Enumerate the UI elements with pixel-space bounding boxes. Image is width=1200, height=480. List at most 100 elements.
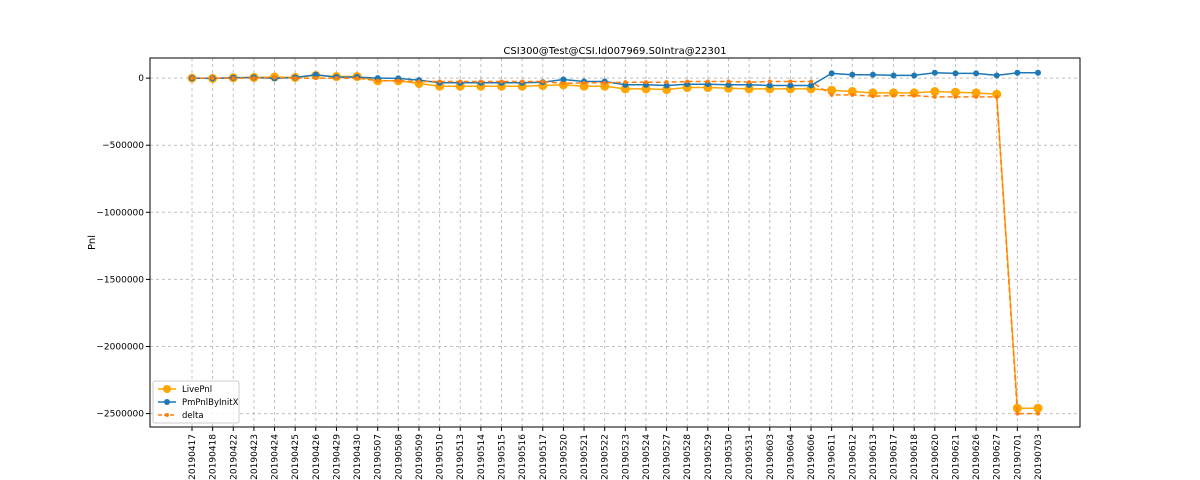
x-tick-label: 20190620 [931,434,941,480]
grid [150,58,1080,427]
x-tick-label: 20190425 [291,434,301,480]
chart-title: CSI300@Test@CSI.Id007969.S0Intra@22301 [503,46,726,57]
data-point [313,76,318,81]
data-point [788,79,793,84]
x-tick-label: 20190509 [415,434,425,480]
series-line [192,76,1038,415]
legend-label: delta [182,411,204,421]
data-point [664,80,669,85]
data-point [994,94,999,99]
data-point [272,75,277,80]
x-tick-label: 20190617 [890,434,900,480]
data-point [932,94,937,99]
x-tick-label: 20190424 [271,434,281,480]
x-tick-label: 20190418 [209,434,219,480]
data-point [829,92,834,97]
data-point [643,80,648,85]
x-tick-label: 20190517 [539,434,549,480]
data-point [787,82,794,89]
x-tick-label: 20190423 [250,434,260,480]
series-line [191,72,1038,87]
x-tick-label: 20190515 [498,434,508,480]
data-point [1014,69,1021,76]
x-tick-label: 20190426 [312,434,322,480]
data-point [992,89,1002,99]
data-point [766,82,773,89]
data-point [437,79,442,84]
data-point [849,71,856,78]
data-point [416,79,421,84]
data-point [827,85,837,95]
x-tick-label: 20190618 [910,434,920,480]
y-axis: 0 −500000 −1000000 −1500000 −2000000 −2500000 [96,74,150,420]
data-point [912,93,917,98]
data-point [1036,411,1040,416]
data-point [231,76,236,81]
data-point [974,94,979,99]
data-point [747,80,752,85]
data-point [993,72,1000,79]
x-tick-label: 20190508 [394,434,404,480]
x-tick-label: 20190531 [745,434,755,480]
data-point [870,94,875,99]
data-point [725,81,732,88]
data-point [520,79,525,84]
data-point [663,82,670,89]
y-tick-label: −2000000 [96,342,144,352]
x-tick-label: 20190529 [704,434,714,480]
x-tick-label: 20190422 [229,434,239,480]
x-tick-label: 20190703 [1034,434,1044,480]
legend: LivePnl PmPnlByInitX delta [152,380,240,424]
data-point [705,79,710,84]
data-point [312,71,319,78]
data-point [891,93,896,98]
y-tick-label: 0 [138,74,144,84]
x-tick-label: 20190510 [436,434,446,480]
data-point [808,82,815,89]
y-tick-label: −500000 [102,141,144,151]
x-tick-label: 20190627 [993,434,1003,480]
legend-marker [164,399,170,405]
y-tick-label: −1000000 [96,208,144,218]
data-point [953,94,958,99]
x-tick-label: 20190528 [683,434,693,480]
data-point [540,79,545,84]
x-tick-label: 20190603 [766,434,776,480]
x-tick-label: 20190613 [869,434,879,480]
legend-box [152,380,240,424]
data-point [971,88,981,98]
legend-marker [165,413,169,417]
plot-frame [149,57,1081,428]
data-point [767,79,772,84]
legend-marker [163,385,171,393]
data-point [561,81,566,86]
data-point [210,76,215,81]
x-tick-label: 20190507 [374,434,384,480]
y-axis-label: Pnl [87,235,98,250]
x-tick-label: 20190626 [972,434,982,480]
series-delta [190,75,1040,416]
data-point [973,70,980,77]
x-tick-label: 20190520 [559,434,569,480]
x-tick-label: 20190522 [601,434,611,480]
x-axis: 20190417 20190418 20190422 20190423 20190424… [188,427,1044,480]
data-point [334,76,339,81]
data-point [190,76,194,81]
data-point [579,81,589,91]
x-tick-label: 20190513 [456,434,466,480]
data-point [251,76,256,81]
x-tick-label: 20190516 [518,434,528,480]
data-point [602,80,607,85]
data-point [869,71,876,78]
data-point [850,92,855,97]
data-point [499,79,504,84]
data-point [478,79,483,84]
data-point [600,81,610,91]
data-point [685,79,690,84]
data-point [560,76,567,83]
x-tick-label: 20190521 [580,434,590,480]
x-tick-label: 20190430 [353,434,363,480]
data-point [375,78,380,83]
data-point [890,72,897,79]
